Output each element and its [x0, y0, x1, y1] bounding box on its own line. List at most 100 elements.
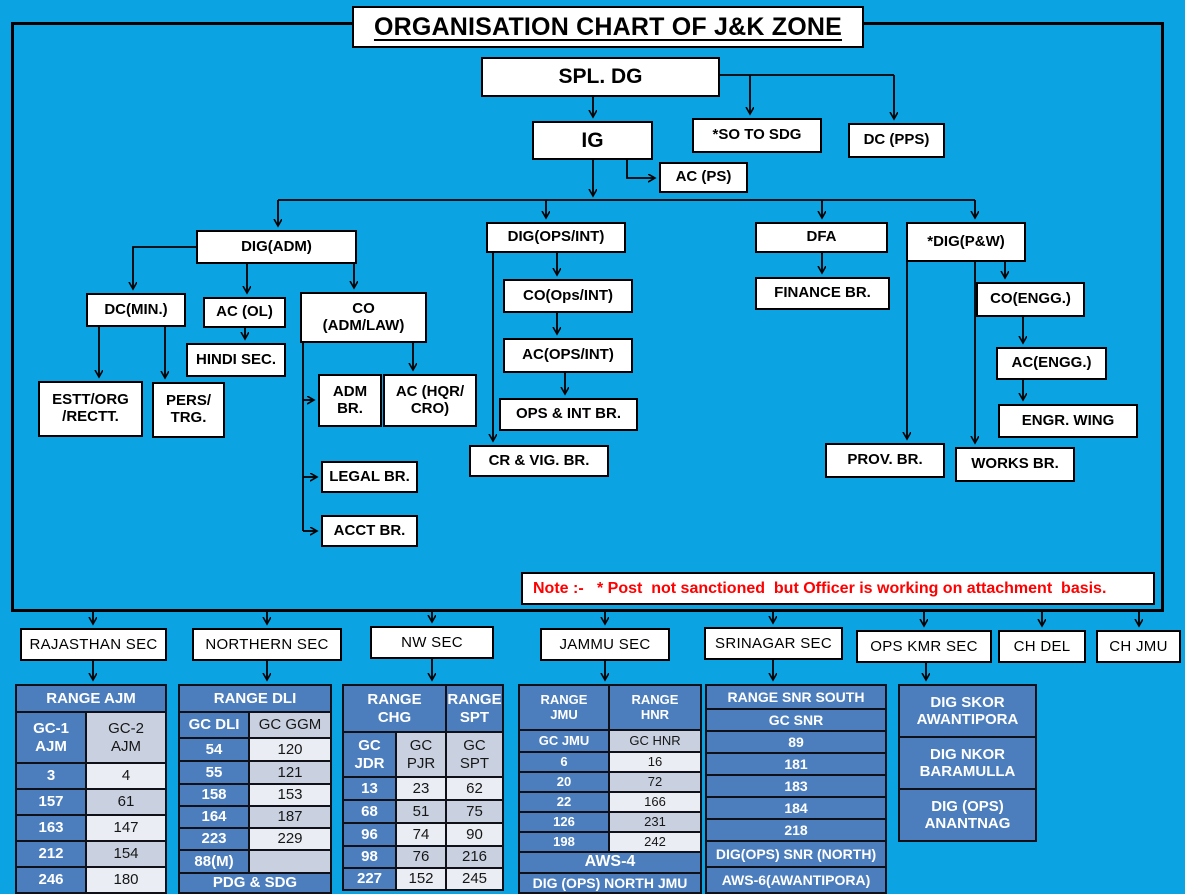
org-box-co-ops-int: CO(Ops/INT): [503, 279, 633, 313]
org-box-acct-br: ACCT BR.: [321, 515, 418, 547]
table-cell: [249, 850, 331, 873]
note-text: Note :- * Post not sanctioned but Office…: [533, 579, 1107, 597]
table-cell: 229: [249, 828, 331, 850]
table-cell: 242: [609, 832, 701, 852]
table-row: 22 166: [519, 792, 701, 812]
table-row: RANGE JMU RANGE HNR: [519, 685, 701, 730]
org-box-co-engg: CO(ENGG.): [976, 282, 1085, 317]
table-row: GC SNR: [706, 709, 886, 731]
table-cell: RANGE SNR SOUTH: [706, 685, 886, 709]
org-box-ac-hqr-cro: AC (HQR/ CRO): [383, 374, 477, 427]
org-box-spl-dg: SPL. DG: [481, 57, 720, 97]
table-row: GC JMU GC HNR: [519, 730, 701, 752]
table-row: RANGE DLI: [179, 685, 331, 712]
sector-box-ch-jmu: CH JMU: [1096, 630, 1181, 663]
table-cell: 61: [86, 789, 166, 815]
table-cell: 223: [179, 828, 249, 850]
org-box-ac-ops-int: AC(OPS/INT): [503, 338, 633, 373]
table-row: 183: [706, 775, 886, 797]
table-cell: DIG (OPS) ANANTNAG: [899, 789, 1036, 841]
table-cell: 16: [609, 752, 701, 772]
table-cell: GC SPT: [446, 732, 503, 777]
table-row: DIG (OPS) ANANTNAG: [899, 789, 1036, 841]
table-cell: 164: [179, 806, 249, 828]
table-cell: 246: [16, 867, 86, 893]
table-row: 212 154: [16, 841, 166, 867]
table-row: 68 51 75: [343, 800, 503, 823]
table-cell: 62: [446, 777, 503, 800]
table-cell: 184: [706, 797, 886, 819]
table-cell: 68: [343, 800, 396, 823]
table-cell: 183: [706, 775, 886, 797]
table-cell: 126: [519, 812, 609, 832]
table-cell: GC JMU: [519, 730, 609, 752]
table-snr: RANGE SNR SOUTH GC SNR 89 181 183 184 218 DIG(O…: [705, 684, 887, 894]
org-box-dig-pw: *DIG(P&W): [906, 222, 1026, 262]
table-cell: 181: [706, 753, 886, 775]
table-cell: 96: [343, 823, 396, 846]
table-cell: DIG(OPS) SNR (NORTH): [706, 841, 886, 867]
org-box-dc-min: DC(MIN.): [86, 293, 186, 327]
table-cell: 6: [519, 752, 609, 772]
table-cell: GC-2 AJM: [86, 712, 166, 763]
table-row: 6 16: [519, 752, 701, 772]
table-skor: DIG SKOR AWANTIPORA DIG NKOR BARAMULLA DIG…: [898, 684, 1037, 842]
table-row: 227 152 245: [343, 868, 503, 890]
table-cell: 72: [609, 772, 701, 792]
table-row: 13 23 62: [343, 777, 503, 800]
table-cell: GC PJR: [396, 732, 446, 777]
sector-box-rajasthan-sec: RAJASTHAN SEC: [20, 628, 167, 661]
table-cell: 121: [249, 761, 331, 784]
table-cell: 157: [16, 789, 86, 815]
table-row: DIG (OPS) NORTH JMU: [519, 873, 701, 893]
table-row: 218: [706, 819, 886, 841]
table-cell: 13: [343, 777, 396, 800]
org-box-estt-org-rectt: ESTT/ORG /RECTT.: [38, 381, 143, 437]
table-cell: 163: [16, 815, 86, 841]
table-row: DIG SKOR AWANTIPORA: [899, 685, 1036, 737]
table-row: 126 231: [519, 812, 701, 832]
table-cell: 90: [446, 823, 503, 846]
org-box-ig: IG: [532, 121, 653, 160]
org-box-ac-ps: AC (PS): [659, 162, 748, 193]
table-cell: GC DLI: [179, 712, 249, 738]
table-cell: 227: [343, 868, 396, 890]
table-row: 98 76 216: [343, 846, 503, 868]
org-box-ops-int-br: OPS & INT BR.: [499, 398, 638, 431]
org-box-pers-trg: PERS/ TRG.: [152, 382, 225, 438]
table-row: GC-1 AJM GC-2 AJM: [16, 712, 166, 763]
table-row: AWS-6(AWANTIPORA): [706, 867, 886, 893]
table-cell: 245: [446, 868, 503, 890]
table-cell: 152: [396, 868, 446, 890]
table-cell: 55: [179, 761, 249, 784]
table-cell: 166: [609, 792, 701, 812]
table-cell: 3: [16, 763, 86, 789]
table-cell: AWS-6(AWANTIPORA): [706, 867, 886, 893]
table-cell: DIG NKOR BARAMULLA: [899, 737, 1036, 789]
table-cell: AWS-4: [519, 852, 701, 873]
table-cell: 120: [249, 738, 331, 761]
table-cell: 22: [519, 792, 609, 812]
table-cell: 88(M): [179, 850, 249, 873]
org-box-co-adm-law: CO (ADM/LAW): [300, 292, 427, 343]
table-cell: 180: [86, 867, 166, 893]
table-row: 96 74 90: [343, 823, 503, 846]
table-row: 163 147: [16, 815, 166, 841]
sector-box-northern-sec: NORTHERN SEC: [192, 628, 342, 661]
org-box-prov-br: PROV. BR.: [825, 443, 945, 478]
table-row: 223 229: [179, 828, 331, 850]
table-row: PDG & SDG: [179, 873, 331, 893]
table-row: 164 187: [179, 806, 331, 828]
table-cell: DIG SKOR AWANTIPORA: [899, 685, 1036, 737]
org-box-dfa: DFA: [755, 222, 888, 253]
table-cell: 198: [519, 832, 609, 852]
org-box-engr-wing: ENGR. WING: [998, 404, 1138, 438]
table-row: RANGE SNR SOUTH: [706, 685, 886, 709]
table-row: 20 72: [519, 772, 701, 792]
table-cell: 147: [86, 815, 166, 841]
table-cell: 89: [706, 731, 886, 753]
table-cell: 158: [179, 784, 249, 806]
